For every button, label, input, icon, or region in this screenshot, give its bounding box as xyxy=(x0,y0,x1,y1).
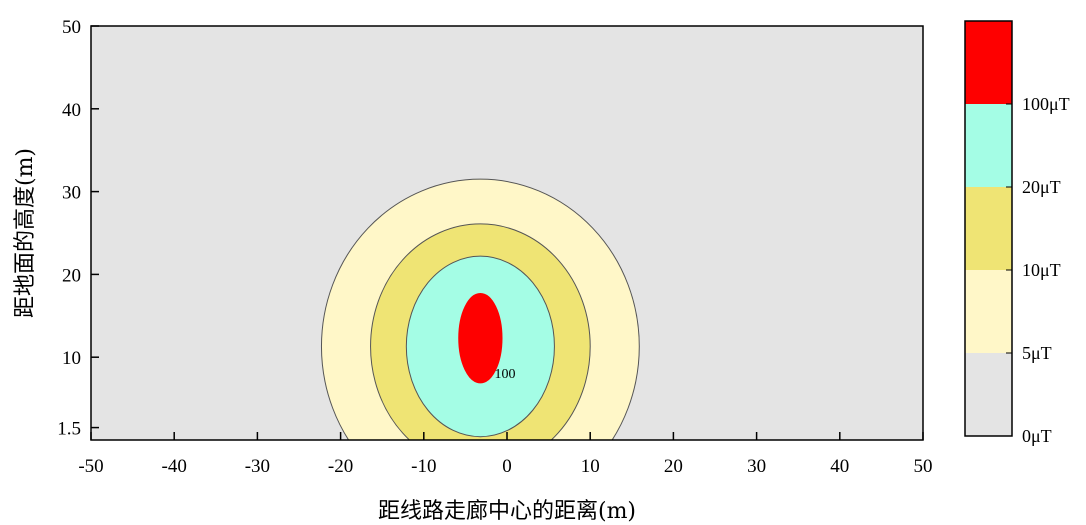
y-tick-label: 10 xyxy=(62,348,81,369)
colorbar-label: 0μT xyxy=(1022,426,1052,446)
y-axis-title: 距地面的高度(m) xyxy=(13,148,38,318)
colorbar-segment-20 xyxy=(965,104,1012,187)
y-tick-label: 20 xyxy=(62,265,81,286)
x-axis-title: 距线路走廊中心的距离(m) xyxy=(378,499,636,524)
x-tick-label: 0 xyxy=(502,456,512,477)
x-axis: -50 -40 -30 -20 -10 0 10 20 30 40 50 xyxy=(78,432,933,477)
y-tick-label: 30 xyxy=(62,183,81,204)
x-tick-label: 30 xyxy=(747,456,766,477)
colorbar-label: 20μT xyxy=(1022,177,1061,197)
colorbar-segment-5 xyxy=(965,270,1012,353)
x-tick-label: 50 xyxy=(914,456,933,477)
y-tick-label: 50 xyxy=(62,17,81,38)
colorbar-segment-0 xyxy=(965,353,1012,436)
x-tick-label: -20 xyxy=(328,456,353,477)
colorbar: 0μT 5μT 10μT 20μT 100μT xyxy=(964,20,1070,446)
colorbar-segment-100 xyxy=(965,21,1012,104)
annotation-layer: 100 xyxy=(495,367,516,382)
x-tick-label: 10 xyxy=(581,456,600,477)
colorbar-label: 10μT xyxy=(1022,260,1061,280)
colorbar-label: 5μT xyxy=(1022,343,1052,363)
contour-label: 100 xyxy=(495,367,516,382)
contour-region-100 xyxy=(458,292,503,384)
colorbar-frame xyxy=(964,20,1013,437)
colorbar-segment-10 xyxy=(965,187,1012,270)
x-tick-label: -10 xyxy=(411,456,436,477)
contour-layer xyxy=(321,178,640,440)
x-tick-label: -40 xyxy=(162,456,187,477)
colorbar-label: 100μT xyxy=(1022,94,1070,114)
x-tick-label: 40 xyxy=(830,456,849,477)
y-tick-label: 1.5 xyxy=(57,419,81,440)
y-tick-label: 40 xyxy=(62,100,81,121)
x-tick-label: 20 xyxy=(664,456,683,477)
x-tick-label: -30 xyxy=(245,456,270,477)
y-axis: 1.5 10 20 30 40 50 xyxy=(57,17,99,440)
x-tick-label: -50 xyxy=(78,456,103,477)
